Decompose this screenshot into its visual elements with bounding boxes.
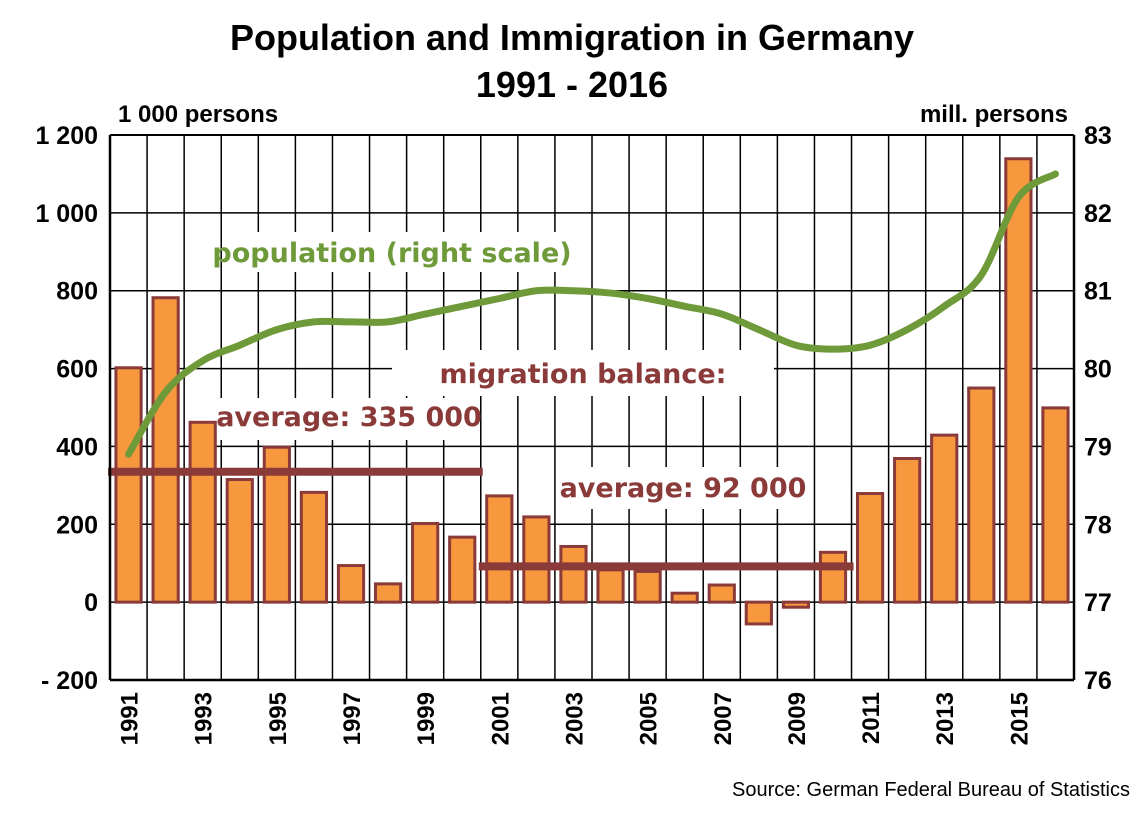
x-tick-label: 2013 — [932, 692, 959, 745]
bar-2008 — [744, 600, 773, 626]
y-left-tick-label: 0 — [84, 589, 98, 617]
chart-title: Population and Immigration in Germany — [230, 17, 914, 58]
bar-1992 — [151, 296, 180, 604]
y-left-tick-label: 1 200 — [35, 122, 98, 150]
bar-2005 — [633, 569, 662, 604]
bar-1998 — [373, 582, 403, 604]
bar-2014 — [967, 386, 996, 604]
population-annotation: population (right scale) — [212, 238, 571, 269]
bar-2004 — [596, 568, 625, 604]
x-tick-label: 1993 — [191, 692, 218, 745]
x-tick-label: 2007 — [710, 692, 737, 745]
x-tick-label: 1995 — [265, 692, 292, 745]
y-left-tick-label: 400 — [56, 433, 98, 461]
bar-series — [114, 157, 1070, 626]
migration-annotation-bg — [392, 350, 774, 396]
y-right-tick-label: 82 — [1084, 200, 1112, 228]
average1-annotation: average: 335 000 — [216, 402, 482, 433]
bar-2003 — [559, 544, 588, 604]
axes — [108, 134, 1076, 682]
y-right-tick-label: 76 — [1084, 667, 1112, 695]
tick-labels: - 200 0 200 400 600 800 1 000 1 200 76 77 78 79 80 81… — [35, 122, 1111, 745]
y-right-tick-label: 77 — [1084, 589, 1112, 617]
y-left-tick-label: 600 — [56, 356, 98, 384]
y-left-tick-label: 800 — [56, 278, 98, 306]
x-tick-label: 2003 — [561, 692, 588, 745]
bar-1993 — [188, 420, 217, 604]
y-left-tick-label: - 200 — [41, 667, 98, 695]
x-tick-label: 2015 — [1006, 692, 1033, 745]
average2-annotation-bg — [560, 467, 806, 509]
bar-1997 — [336, 564, 366, 604]
y-right-tick-label: 83 — [1084, 122, 1112, 150]
x-tick-label: 2009 — [784, 692, 811, 745]
bar-2013 — [930, 433, 959, 604]
bar-2007 — [707, 583, 736, 604]
bar-1994 — [225, 478, 254, 604]
population-line — [125, 170, 1059, 458]
population-line-layer — [125, 170, 1059, 458]
y-left-tick-label: 1 000 — [35, 200, 98, 228]
average-lines — [108, 467, 854, 571]
y-left-unit-label: 1 000 persons — [118, 101, 278, 128]
y-right-unit-label: mill. persons — [920, 101, 1068, 128]
bar-2006 — [670, 591, 699, 604]
annotations: population (right scale) migration balanc… — [212, 232, 806, 509]
y-right-tick-label: 81 — [1084, 278, 1112, 306]
population-annotation-bg — [222, 232, 562, 272]
bar-2001 — [485, 494, 514, 604]
bar-2009 — [781, 600, 811, 609]
x-tick-label: 1991 — [117, 692, 144, 745]
source-note: Source: German Federal Bureau of Statist… — [732, 779, 1130, 801]
y-left-tick-label: 200 — [56, 511, 98, 539]
bar-1996 — [299, 490, 329, 604]
x-tick-label: 2011 — [858, 692, 885, 744]
x-tick-label: 1999 — [413, 692, 440, 745]
chart-subtitle: 1991 - 2016 — [476, 64, 668, 105]
bar-2010 — [818, 550, 848, 604]
bar-2015 — [1004, 157, 1033, 604]
x-tick-label: 1997 — [339, 692, 366, 745]
x-tick-label: 2001 — [487, 692, 514, 745]
bar-2000 — [448, 535, 477, 604]
migration-annotation: migration balance: — [440, 359, 727, 390]
average2-annotation: average: 92 000 — [560, 473, 807, 504]
bar-2012 — [893, 456, 922, 604]
y-right-tick-label: 80 — [1084, 356, 1112, 384]
y-right-tick-label: 78 — [1084, 511, 1112, 539]
y-right-tick-label: 79 — [1084, 433, 1112, 461]
bar-2002 — [522, 515, 551, 604]
x-tick-label: 2005 — [636, 692, 663, 745]
bar-2011 — [855, 492, 885, 604]
bar-1991 — [114, 366, 143, 604]
average1-annotation-bg — [220, 398, 478, 440]
bar-1999 — [411, 522, 440, 604]
bar-2016 — [1041, 406, 1070, 604]
